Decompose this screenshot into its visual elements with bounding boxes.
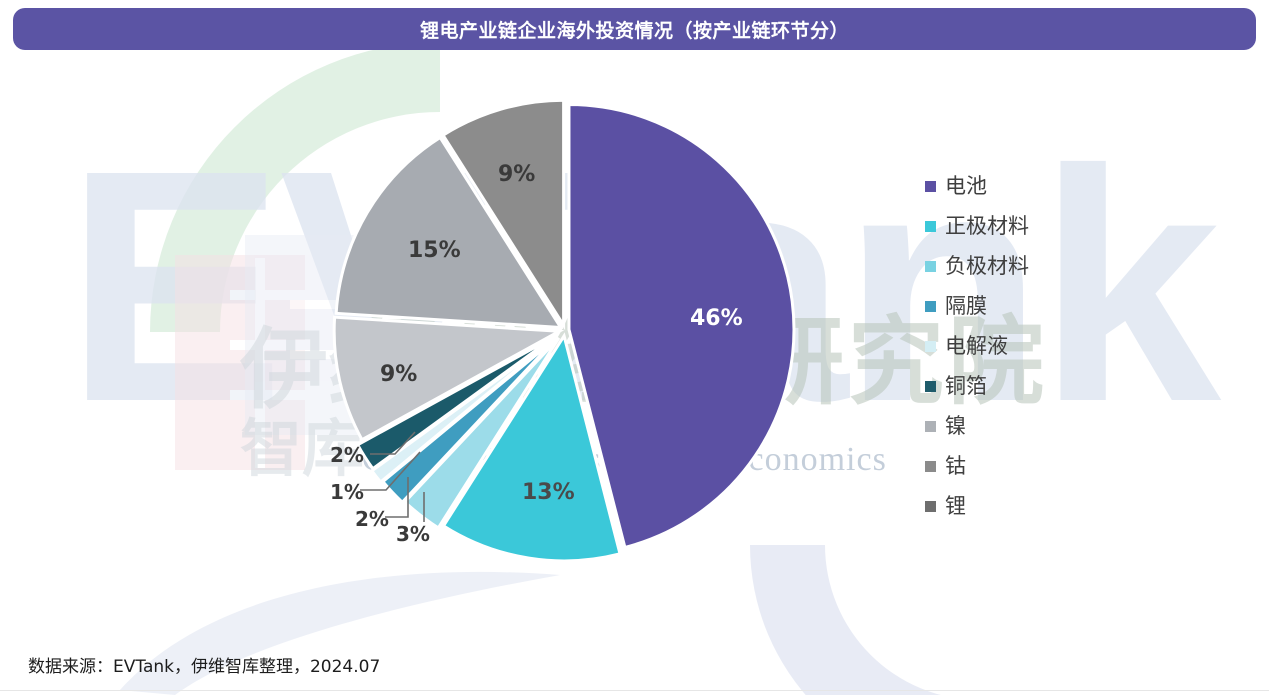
pie-label-separator: 2% — [355, 507, 389, 531]
legend-item-label: 隔膜 — [945, 293, 987, 318]
pie-slice-电解液[interactable] — [369, 337, 555, 485]
chart-title-bar: 锂电产业链企业海外投资情况（按产业链环节分） — [13, 8, 1256, 50]
legend-item-label: 负极材料 — [945, 253, 1029, 278]
legend-swatch-icon — [925, 460, 936, 472]
legend-swatch-icon — [925, 380, 936, 392]
leader-line-copper — [370, 431, 416, 455]
legend-item-6[interactable]: 镍 — [925, 406, 1029, 446]
pie-label-nickel: 9% — [498, 162, 536, 187]
legend-item-2[interactable]: 负极材料 — [925, 246, 1029, 286]
legend-item-4[interactable]: 电解液 — [925, 326, 1029, 366]
pie-label-cathode: 13% — [522, 480, 575, 505]
legend-swatch-icon — [925, 300, 936, 312]
legend-item-label: 锂 — [945, 493, 966, 518]
pie-slice-铜箔[interactable] — [355, 335, 556, 471]
pie-slice-锂[interactable] — [440, 98, 566, 331]
legend-swatch-icon — [925, 180, 936, 192]
legend-item-5[interactable]: 铜箔 — [925, 366, 1029, 406]
legend-swatch-icon — [925, 340, 936, 352]
pie-slice-负极材料[interactable] — [402, 336, 561, 530]
page-title: 锂电产业链企业海外投资情况（按产业链环节分） — [419, 20, 849, 42]
legend-item-1[interactable]: 正极材料 — [925, 206, 1029, 246]
legend-swatch-icon — [925, 220, 936, 232]
leader-line-group — [360, 431, 425, 522]
legend-item-label: 镍 — [945, 413, 966, 438]
pie-slice-正极材料[interactable] — [441, 332, 622, 563]
legend-item-label: 电池 — [945, 173, 987, 198]
pie-label-anode: 3% — [396, 522, 430, 546]
leader-line-electrolyte — [360, 451, 421, 491]
pie-chart-svg — [332, 98, 796, 563]
chart-legend: 电池正极材料负极材料隔膜电解液铜箔镍钴锂 — [925, 166, 1029, 526]
legend-item-0[interactable]: 电池 — [925, 166, 1029, 206]
pie-label-copper-foil: 2% — [330, 443, 364, 467]
legend-swatch-icon — [925, 500, 936, 512]
pie-label-cobalt: 15% — [408, 238, 461, 263]
legend-item-7[interactable]: 钴 — [925, 446, 1029, 486]
pie-label-electrolyte: 1% — [330, 480, 364, 504]
legend-item-label: 钴 — [945, 453, 966, 478]
legend-swatch-icon — [925, 420, 936, 432]
pie-label-lithium: 9% — [380, 362, 418, 387]
data-source-note: 数据来源：EVTank，伊维智库整理，2024.07 — [28, 657, 381, 677]
leader-line-separator — [385, 477, 409, 518]
pie-label-battery: 46% — [690, 306, 743, 331]
legend-item-label: 电解液 — [945, 333, 1008, 358]
pie-chart-area: 46% 13% 3% 2% 1% 2% 9% 15% 9% — [0, 52, 1269, 637]
legend-item-label: 正极材料 — [945, 213, 1029, 238]
legend-item-label: 铜箔 — [945, 373, 987, 398]
legend-item-8[interactable]: 锂 — [925, 486, 1029, 526]
footer-divider — [0, 690, 1269, 691]
legend-item-3[interactable]: 隔膜 — [925, 286, 1029, 326]
pie-slice-电池[interactable] — [567, 102, 796, 550]
legend-swatch-icon — [925, 260, 936, 272]
